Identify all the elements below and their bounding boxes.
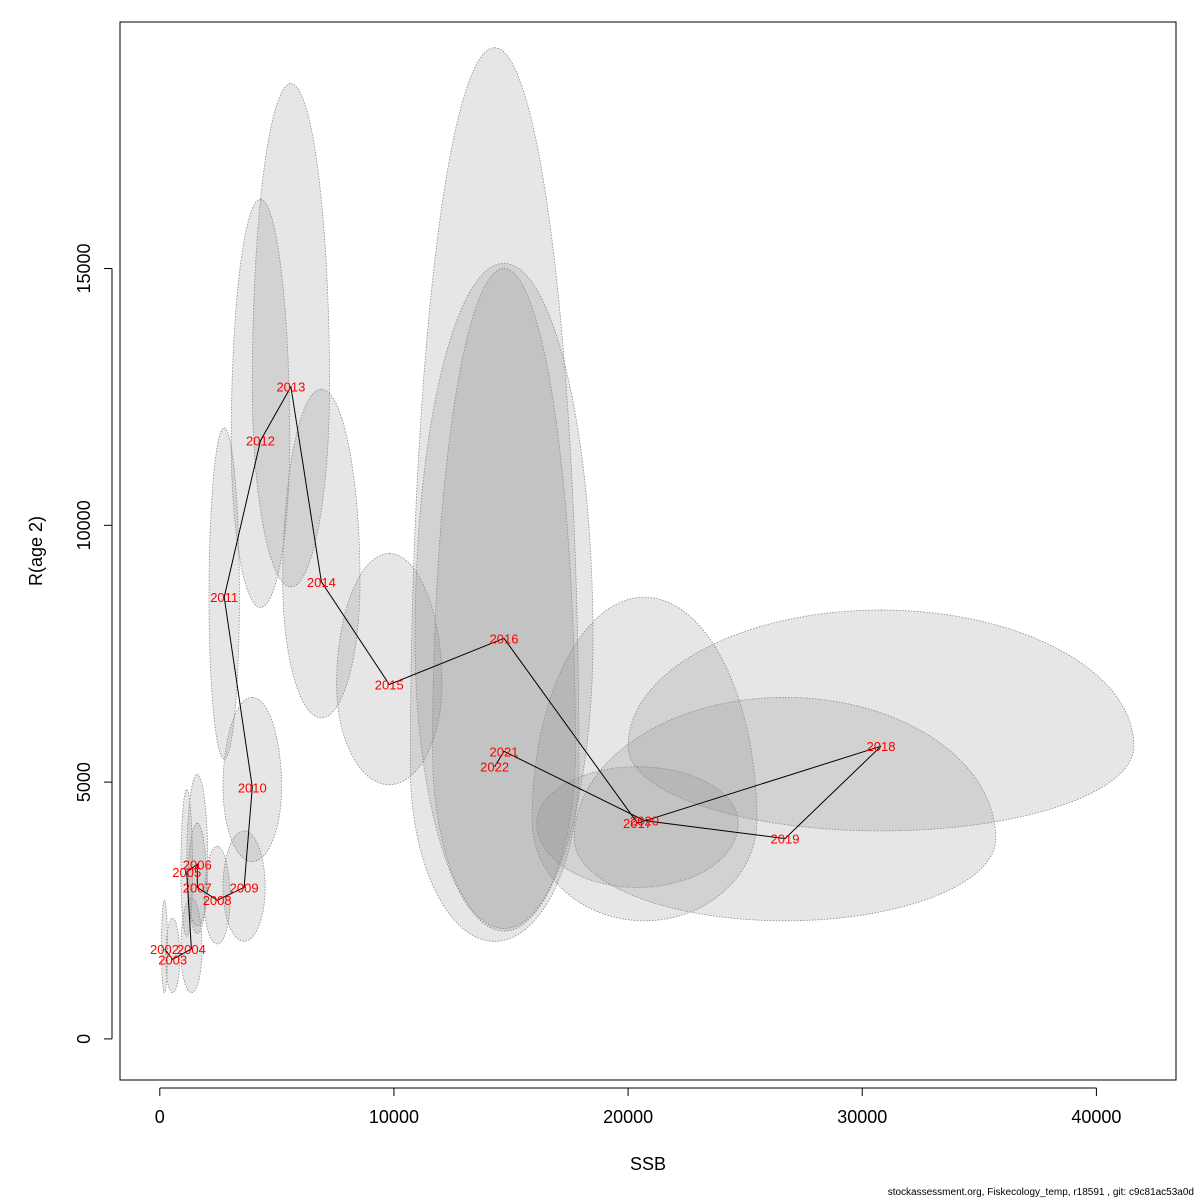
y-tick-label-10000: 10000 bbox=[74, 500, 94, 550]
y-tick-label-5000: 5000 bbox=[74, 762, 94, 802]
y-tick-label-15000: 15000 bbox=[74, 243, 94, 293]
y-axis-label: R(age 2) bbox=[26, 516, 46, 586]
ellipse-2019 bbox=[573, 696, 997, 922]
ellipse-2021 bbox=[432, 268, 576, 929]
ellipse-2022 bbox=[409, 47, 580, 942]
confidence-ellipses bbox=[161, 47, 1135, 994]
year-label-2008: 2008 bbox=[203, 893, 232, 908]
year-label-2014: 2014 bbox=[307, 575, 336, 590]
y-tick-label-0: 0 bbox=[74, 1034, 94, 1044]
year-label-2021: 2021 bbox=[490, 744, 519, 759]
year-label-2006: 2006 bbox=[183, 857, 212, 872]
year-label-2011: 2011 bbox=[210, 590, 238, 605]
year-label-2015: 2015 bbox=[375, 678, 404, 693]
ellipse-2020 bbox=[531, 596, 758, 922]
year-label-2013: 2013 bbox=[276, 380, 305, 395]
ellipse-2005 bbox=[180, 789, 193, 937]
ellipse-2011 bbox=[208, 427, 240, 760]
year-label-2018: 2018 bbox=[867, 739, 896, 754]
plot-frame bbox=[119, 21, 1177, 1081]
year-label-2012: 2012 bbox=[246, 434, 275, 449]
year-label-2009: 2009 bbox=[230, 880, 259, 895]
year-label-2020: 2020 bbox=[630, 814, 659, 829]
year-label-2010: 2010 bbox=[238, 780, 267, 795]
year-label-2003: 2003 bbox=[158, 952, 187, 967]
year-label-2019: 2019 bbox=[771, 832, 800, 847]
year-label-2016: 2016 bbox=[490, 631, 519, 646]
x-tick-label-40000: 40000 bbox=[1071, 1107, 1121, 1127]
trajectory-line bbox=[164, 385, 882, 960]
footer-credit: stockassessment.org, Fiskecology_temp, r… bbox=[887, 1187, 1194, 1198]
x-tick-label-30000: 30000 bbox=[837, 1107, 887, 1127]
x-axis-label: SSB bbox=[630, 1154, 666, 1174]
year-label-2004: 2004 bbox=[177, 942, 206, 957]
year-label-2017: 2017 bbox=[623, 816, 652, 831]
ellipse-2013 bbox=[251, 83, 330, 588]
ellipse-2010 bbox=[222, 696, 282, 863]
year-label-2007: 2007 bbox=[183, 880, 212, 895]
ellipse-2006 bbox=[186, 774, 209, 935]
x-tick-label-10000: 10000 bbox=[369, 1107, 419, 1127]
year-label-2005: 2005 bbox=[172, 865, 201, 880]
ellipse-2003 bbox=[165, 917, 181, 994]
ellipse-2017 bbox=[536, 766, 739, 888]
x-tick-label-20000: 20000 bbox=[603, 1107, 653, 1127]
ellipse-2008 bbox=[203, 845, 231, 945]
year-label-2002: 2002 bbox=[150, 942, 179, 957]
x-axis: 0 10000 20000 30000 40000 bbox=[155, 1087, 1121, 1127]
x-tick-label-0: 0 bbox=[155, 1107, 165, 1127]
ellipse-2015 bbox=[336, 553, 443, 786]
ellipse-2016 bbox=[414, 262, 594, 932]
y-axis: 0 5000 10000 15000 bbox=[74, 243, 113, 1044]
year-label-2022: 2022 bbox=[480, 760, 509, 775]
